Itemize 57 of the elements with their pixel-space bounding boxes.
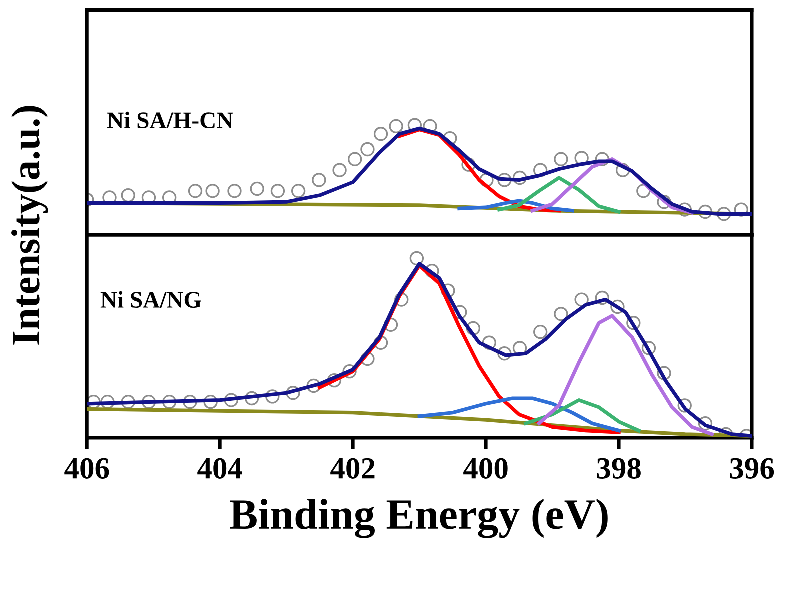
- point: [574, 292, 589, 307]
- point: [162, 395, 177, 410]
- point: [512, 170, 528, 186]
- point: [374, 127, 388, 142]
- point: [657, 366, 672, 380]
- point: [266, 390, 280, 404]
- point: [100, 395, 115, 410]
- point: [466, 321, 481, 336]
- point: [204, 395, 218, 410]
- point: [616, 163, 630, 178]
- point: [462, 158, 476, 172]
- point: [291, 184, 306, 198]
- point: [498, 346, 512, 361]
- point: [142, 395, 156, 410]
- point: [206, 184, 220, 198]
- point: [183, 395, 198, 410]
- point: [498, 173, 512, 188]
- point: [734, 202, 748, 217]
- point: [270, 184, 286, 198]
- point: [121, 188, 136, 203]
- x-tick-label: 400: [464, 458, 508, 479]
- point: [224, 393, 238, 408]
- point: [626, 316, 641, 330]
- y-axis-title: Intensity(a.u.): [12, 106, 48, 345]
- point: [121, 395, 136, 410]
- annotation: Ni SA/H-CN: [108, 112, 234, 129]
- point: [698, 204, 713, 220]
- point: [678, 398, 692, 413]
- point: [410, 251, 424, 266]
- x-tick-label: 398: [597, 458, 641, 479]
- point: [312, 173, 326, 188]
- point: [698, 416, 713, 431]
- point: [286, 386, 300, 400]
- x-tick-label: 404: [198, 458, 242, 479]
- annotation: Ni SA/NG: [100, 291, 202, 308]
- x-axis-title: Binding Energy (eV): [230, 499, 608, 538]
- point: [534, 163, 548, 178]
- point: [332, 163, 347, 178]
- x-tick-label: 396: [730, 458, 774, 479]
- point: [250, 182, 264, 196]
- point: [244, 391, 260, 406]
- x-tick-label: 402: [330, 458, 375, 479]
- point: [554, 152, 568, 166]
- point: [610, 300, 625, 314]
- point: [453, 305, 468, 320]
- point: [188, 184, 203, 198]
- point: [482, 336, 496, 350]
- point: [228, 184, 242, 198]
- point: [348, 152, 362, 166]
- point: [360, 142, 375, 157]
- point: [595, 290, 610, 306]
- point: [554, 307, 568, 322]
- point: [642, 341, 656, 356]
- point: [389, 119, 404, 134]
- x-tick-label: 406: [64, 458, 110, 479]
- point: [717, 207, 732, 222]
- point: [534, 325, 548, 340]
